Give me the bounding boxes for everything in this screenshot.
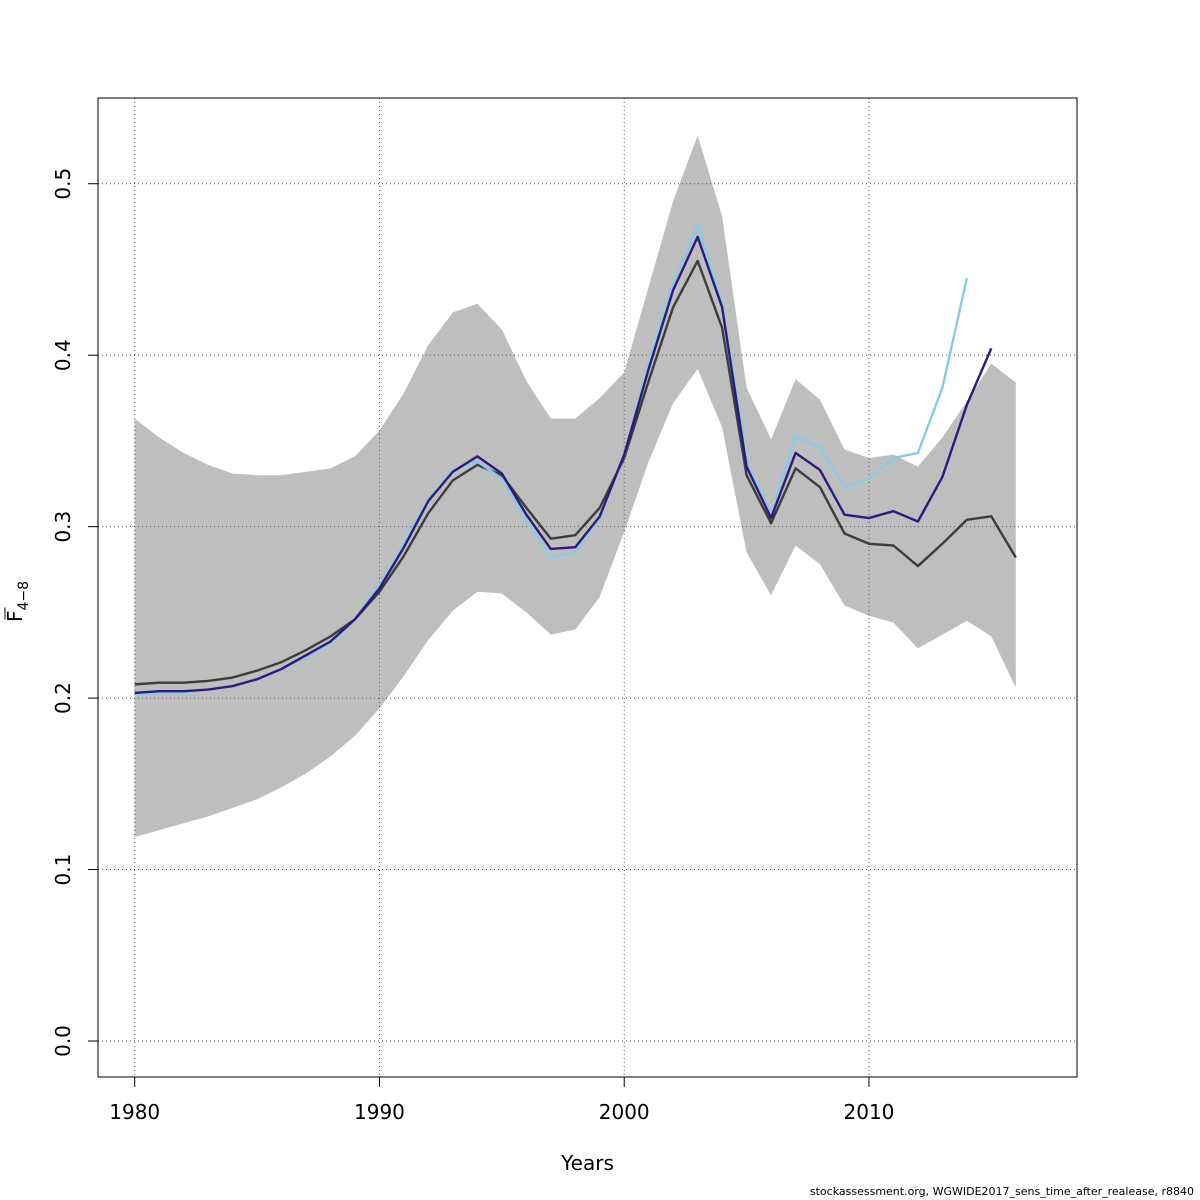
x-tick-label: 1980 bbox=[109, 1100, 160, 1124]
x-tick-label: 2000 bbox=[599, 1100, 650, 1124]
x-tick-label: 2010 bbox=[844, 1100, 895, 1124]
y-tick-label: 0.3 bbox=[51, 511, 75, 543]
series-layer bbox=[134, 223, 1017, 696]
series-line-3 bbox=[134, 235, 993, 695]
y-axis-title-subscript: 4−8 bbox=[16, 581, 32, 611]
axes-layer: 1980 1990 2000 2010 0.0 0.1 0.2 0.3 0.4 0.5 bbox=[51, 168, 894, 1124]
y-axis-title-main: F bbox=[3, 611, 27, 623]
plot-frame bbox=[97, 97, 1078, 1078]
svg-text:F4−8: F4−8 bbox=[3, 581, 32, 622]
confidence-band-layer bbox=[134, 135, 1016, 837]
confidence-band bbox=[134, 135, 1016, 837]
y-tick-label: 0.4 bbox=[51, 339, 75, 371]
footer-note: stockassessment.org, WGWIDE2017_sens_tim… bbox=[809, 1185, 1194, 1198]
y-tick-label: 0.5 bbox=[51, 168, 75, 200]
y-tick-label: 0.0 bbox=[51, 1025, 75, 1057]
series-line-1 bbox=[134, 259, 1017, 686]
x-tick-label: 1990 bbox=[354, 1100, 405, 1124]
y-axis-title: F4−8 bbox=[3, 581, 32, 622]
y-tick-label: 0.1 bbox=[51, 854, 75, 886]
x-axis-title: Years bbox=[560, 1151, 614, 1175]
y-tick-label: 0.2 bbox=[51, 682, 75, 714]
